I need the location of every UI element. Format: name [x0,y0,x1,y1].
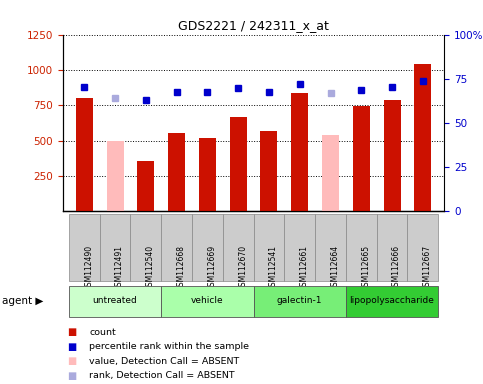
Text: GSM112666: GSM112666 [392,245,401,291]
Text: GSM112670: GSM112670 [238,245,247,291]
Text: GSM112667: GSM112667 [423,245,432,291]
Bar [192,214,223,281]
Text: ■: ■ [68,327,77,337]
Bar [384,99,400,211]
Text: ■: ■ [68,371,77,381]
Bar [254,214,284,281]
Text: percentile rank within the sample: percentile rank within the sample [89,342,249,351]
Text: rank, Detection Call = ABSENT: rank, Detection Call = ABSENT [89,371,235,381]
Bar [69,286,161,317]
Bar [346,286,438,317]
Text: ■: ■ [68,356,77,366]
Text: value, Detection Call = ABSENT: value, Detection Call = ABSENT [89,357,240,366]
Bar [76,98,93,211]
Bar [107,141,124,211]
Bar [284,214,315,281]
Bar [315,214,346,281]
Text: GSM112665: GSM112665 [361,245,370,291]
Text: GSM112490: GSM112490 [85,245,93,291]
Text: GSM112540: GSM112540 [146,245,155,291]
Bar [414,64,431,211]
Text: GSM112541: GSM112541 [269,245,278,291]
Text: ■: ■ [68,342,77,352]
Bar [260,131,277,211]
Text: GSM112661: GSM112661 [300,245,309,291]
Bar [322,135,339,211]
Bar [346,214,377,281]
Bar [130,214,161,281]
Bar [137,161,155,211]
Bar [99,214,130,281]
Bar [168,134,185,211]
Text: galectin-1: galectin-1 [277,296,323,305]
Text: lipopolysaccharide: lipopolysaccharide [350,296,435,305]
Bar [408,214,438,281]
Text: GSM112669: GSM112669 [207,245,216,291]
Text: count: count [89,328,116,337]
Text: vehicle: vehicle [191,296,224,305]
Bar [199,138,216,211]
Bar [353,106,370,211]
Text: agent ▶: agent ▶ [2,296,44,306]
Bar [230,117,247,211]
Text: GSM112664: GSM112664 [330,245,340,291]
Bar [161,214,192,281]
Bar [223,214,254,281]
Text: GSM112491: GSM112491 [115,245,124,291]
Title: GDS2221 / 242311_x_at: GDS2221 / 242311_x_at [178,19,329,32]
Bar [69,214,99,281]
Bar [254,286,346,317]
Bar [161,286,254,317]
Text: untreated: untreated [93,296,138,305]
Text: GSM112668: GSM112668 [177,245,185,291]
Bar [291,93,308,211]
Bar [377,214,408,281]
